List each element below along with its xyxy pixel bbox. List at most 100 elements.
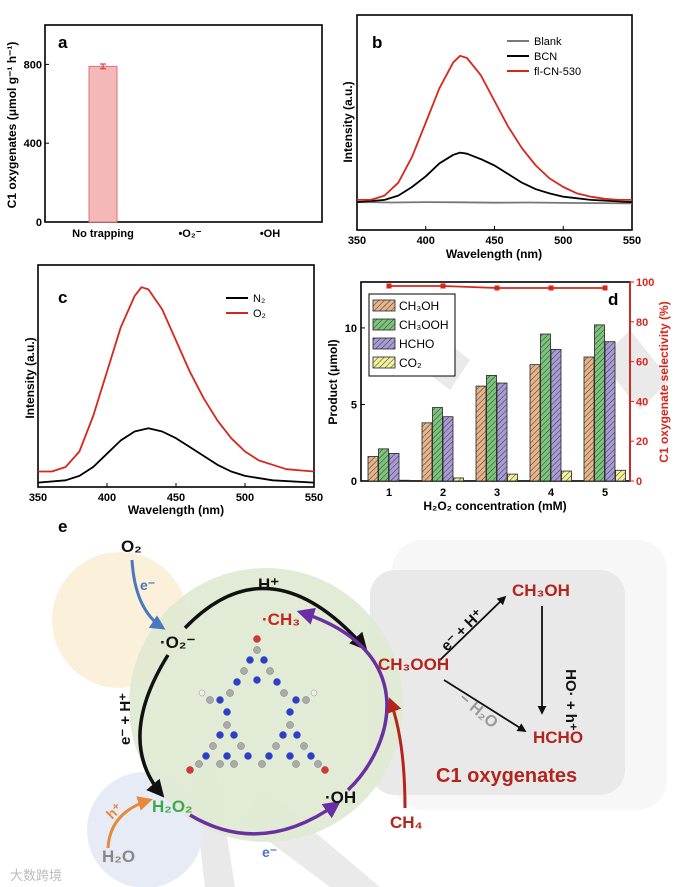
panel-a-ylabel: C1 oxygenates (μmol g⁻¹ h⁻¹): [5, 42, 19, 209]
hydroxyl-hole-label: HO· + h⁺: [562, 669, 579, 731]
legend-swatch: [372, 299, 396, 312]
hcho-label: HCHO: [533, 728, 583, 747]
panel-d-ylabel: Product (μmol): [326, 339, 340, 424]
atom: [310, 689, 318, 697]
y-right-tick-label: 0: [636, 476, 642, 488]
series-line-1: [356, 151, 633, 203]
catalyst-molecule-icon: [186, 635, 329, 774]
bar-2-2: [496, 382, 508, 482]
panel-e-mechanism-diagram: e O₂ e⁻ ·O₂⁻ H⁺ ·CH₃ CH₃OOH CH₃OH HCHO C…: [10, 517, 667, 887]
legend-label: CH₃OOH: [399, 318, 449, 332]
atom: [272, 742, 280, 750]
methyl-radical-label: ·CH₃: [262, 610, 300, 629]
bar-2-4: [604, 341, 616, 482]
ch3ooh-to-ch3oh-arrow: [439, 595, 507, 661]
legend-swatch: [372, 356, 396, 369]
x-tick-label: •OH: [260, 228, 280, 240]
panel-a: a C1 oxygenates (μmol g⁻¹ h⁻¹) 0 400 800 No…: [5, 24, 323, 240]
panel-b-axes-frame: [356, 14, 633, 231]
bar-3-2: [507, 473, 518, 482]
panel-c-xlabel: Wavelength (nm): [128, 503, 224, 517]
atom: [302, 696, 310, 704]
atom: [273, 678, 281, 686]
legend-label: Blank: [534, 36, 562, 48]
atom: [253, 676, 261, 684]
x-tick-label: 400: [417, 235, 435, 247]
selectivity-point: [386, 283, 392, 289]
panel-d-label: d: [608, 290, 618, 309]
atom: [300, 742, 308, 750]
atom: [186, 766, 194, 774]
ch3ooh-label: CH₃OOH: [378, 655, 449, 674]
bar-2-0: [388, 453, 400, 482]
panel-d-ylabel-right: C1 oxygenate selectivity (%): [657, 301, 671, 462]
bar-3-0: [399, 479, 410, 482]
legend-label: HCHO: [399, 337, 434, 351]
atom: [286, 721, 294, 729]
atom: [244, 752, 252, 760]
atom: [202, 752, 210, 760]
atom: [216, 760, 224, 768]
atom: [223, 721, 231, 729]
y-right-tick-label: 20: [636, 436, 648, 448]
h2o2-label: H₂O₂: [152, 797, 193, 816]
h2o2-to-oh-arrow: [189, 800, 341, 836]
atom: [253, 635, 261, 643]
atom: [279, 731, 287, 739]
x-tick-label: 2: [440, 487, 446, 499]
watermark-text: 大数跨境: [10, 868, 62, 883]
bar-2-1: [442, 416, 454, 482]
legend-label: O₂: [253, 308, 266, 320]
legend-label: N₂: [253, 293, 265, 305]
selectivity-point: [494, 285, 500, 291]
selectivity-point: [602, 285, 608, 291]
y-right-tick-label: 80: [636, 317, 648, 329]
atom: [216, 696, 224, 704]
panel-b-xlabel: Wavelength (nm): [446, 247, 542, 261]
y-right-tick-label: 60: [636, 357, 648, 369]
legend-label: CH₃OH: [399, 299, 439, 313]
selectivity-point: [440, 283, 446, 289]
atom: [314, 760, 322, 768]
product-box: [370, 570, 625, 795]
x-tick-label: •O₂⁻: [178, 228, 201, 240]
atom: [260, 656, 268, 664]
atom: [307, 752, 315, 760]
bar-0-0: [367, 456, 379, 482]
y-tick-label: 0: [36, 217, 42, 229]
atom: [216, 731, 224, 739]
o2-label: O₂: [121, 537, 142, 556]
series-line-0: [37, 427, 315, 484]
x-tick-label: No trapping: [72, 228, 134, 240]
atom: [286, 752, 294, 760]
x-tick-label: 500: [236, 492, 254, 504]
y-tick-label: 400: [24, 138, 42, 150]
bar-1-3: [540, 333, 551, 482]
x-tick-label: 3: [494, 487, 500, 499]
ch4-label: CH₄: [390, 813, 423, 832]
atom: [253, 646, 261, 654]
electron-proton-left-label: e⁻ + H⁺: [117, 693, 134, 745]
bar-3-1: [453, 477, 464, 482]
selectivity-point: [548, 285, 554, 291]
x-tick-label: 450: [485, 235, 503, 247]
superoxide-label: ·O₂⁻: [160, 633, 195, 652]
x-tick-label: 1: [386, 487, 392, 499]
panel-c: c Intensity (a.u.) Wavelength (nm) 350 40…: [23, 264, 323, 517]
electron-label-bottom: e⁻: [262, 844, 277, 860]
atom: [237, 742, 245, 750]
x-tick-label: 550: [623, 235, 641, 247]
atom: [292, 760, 300, 768]
x-tick-label: 4: [548, 487, 555, 499]
bar-0-2: [475, 385, 487, 482]
y-tick-label: 800: [24, 59, 42, 71]
panel-e-label: e: [58, 517, 67, 536]
x-tick-label: 400: [98, 492, 116, 504]
x-tick-label: 500: [554, 235, 572, 247]
legend-swatch: [372, 318, 396, 331]
electron-label-blue: e⁻: [140, 577, 155, 593]
atom: [321, 766, 329, 774]
atom: [198, 689, 206, 697]
atom: [209, 742, 217, 750]
panel-d-xlabel: H₂O₂ concentration (mM): [423, 499, 566, 513]
